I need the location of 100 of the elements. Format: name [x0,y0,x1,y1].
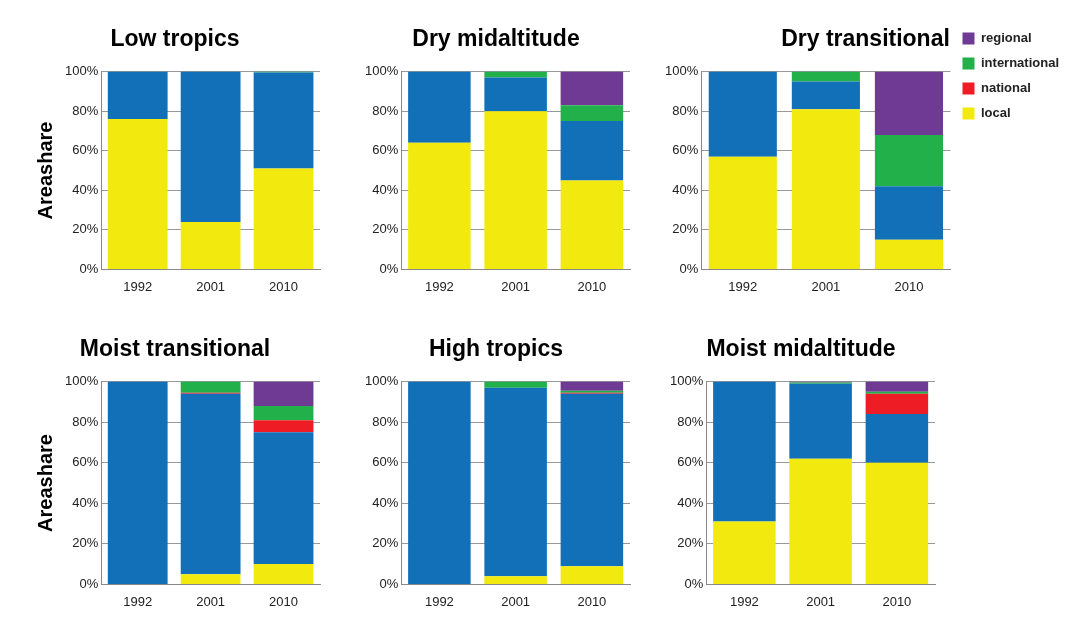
y-tick-label: 60% [672,142,699,158]
bar [874,134,944,187]
y-tick-label: 0% [79,575,99,591]
bar [253,564,314,584]
x-tick-label: 1992 [424,278,454,294]
y-tick-label: 0% [679,260,699,276]
y-tick-label: 20% [677,535,704,551]
bar [865,391,929,394]
bar [560,180,624,269]
y-tick-label: 20% [72,221,99,237]
y-tick-label: 40% [672,181,699,197]
x-tick-label: 2001 [196,278,226,294]
y-tick-label: 0% [379,260,399,276]
bar [107,71,168,120]
y-axis-title: Areashare [33,121,56,220]
y-tick-label: 20% [672,221,699,237]
y-tick-label: 100% [665,63,699,79]
y-tick-label: 20% [72,535,99,551]
x-tick-label: 1992 [424,593,454,609]
y-tick-label: 60% [677,454,704,470]
bar [253,405,314,421]
bar [484,381,547,388]
y-tick-label: 0% [79,260,99,276]
y-tick-label: 60% [72,142,99,158]
bar [180,393,241,575]
y-tick-label: 80% [72,102,99,118]
bar [560,381,624,391]
bar [253,432,314,565]
x-tick-label: 1992 [123,593,153,609]
y-tick-label: 20% [372,535,399,551]
y-tick-label: 100% [670,373,704,389]
y-tick-label: 60% [372,142,399,158]
bar [789,383,852,459]
bar [874,71,944,135]
y-axis-title: Areashare [33,434,56,532]
bar [560,566,624,584]
bar [484,77,547,112]
bar [484,387,547,577]
bar [107,119,168,269]
y-tick-label: 20% [372,221,399,237]
y-tick-label: 100% [365,63,399,79]
bar [865,381,929,392]
bar [408,381,471,584]
bar [484,71,547,78]
bar [180,574,241,584]
y-tick-label: 60% [72,454,99,470]
y-tick-label: 40% [372,181,399,197]
x-tick-label: 2010 [269,278,298,294]
bar [874,239,944,269]
bar [408,71,471,143]
bar [560,71,624,106]
x-tick-label: 2010 [894,278,924,294]
y-tick-label: 0% [379,575,399,591]
bar [180,71,241,222]
bar [484,111,547,269]
y-tick-label: 40% [72,181,99,197]
x-tick-label: 2010 [577,278,607,294]
bar [107,381,168,584]
chart-title: Moist midaltitude [706,335,896,362]
y-tick-label: 80% [672,102,699,118]
x-tick-label: 2010 [882,593,912,609]
y-tick-label: 40% [677,494,704,510]
bar [791,81,860,110]
legend-label: regional [980,30,1032,46]
chart-title: Low tropics [110,25,240,52]
bar [713,521,776,584]
x-tick-label: 2010 [269,593,298,609]
bar [560,393,624,567]
legend-label: local [980,105,1011,121]
bar [253,381,314,406]
bar [708,156,777,269]
bar [713,381,776,522]
legend-label: national [980,80,1031,96]
y-tick-label: 100% [65,63,99,79]
x-tick-label: 2001 [501,593,531,609]
bar [874,186,944,240]
y-tick-label: 40% [72,494,99,510]
y-tick-label: 80% [372,102,399,118]
bar [791,109,860,269]
bar [708,71,777,157]
x-tick-label: 2010 [577,593,607,609]
y-tick-label: 60% [372,454,399,470]
bar [180,381,241,393]
chart-title: Moist transitional [79,335,271,362]
bar [791,71,860,82]
bar [865,462,929,584]
bar [865,414,929,463]
y-tick-label: 0% [684,575,704,591]
legend-label: international [980,55,1060,71]
x-tick-label: 2001 [501,278,531,294]
x-tick-label: 1992 [728,278,758,294]
bar [253,420,314,433]
y-tick-label: 100% [65,373,99,389]
y-tick-label: 40% [372,494,399,510]
bar [484,576,547,584]
x-tick-label: 2001 [196,593,226,609]
x-tick-label: 1992 [729,593,759,609]
y-tick-label: 80% [72,413,99,429]
bar [560,121,624,181]
y-tick-label: 100% [365,373,399,389]
